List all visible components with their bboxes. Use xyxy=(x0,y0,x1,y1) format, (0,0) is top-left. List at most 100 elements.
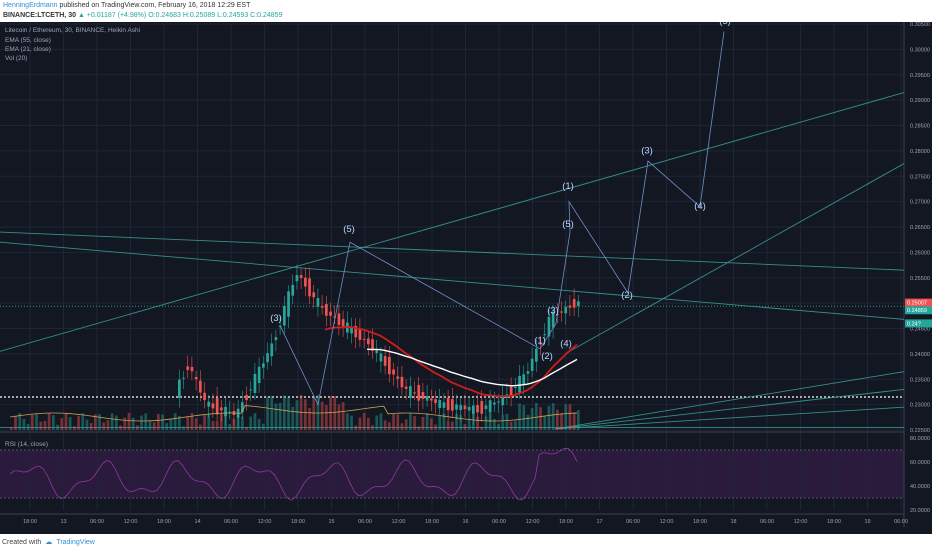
candle-body xyxy=(299,275,303,278)
time-tick-label: 06:00 xyxy=(894,519,908,525)
volume-bar xyxy=(413,416,416,430)
time-tick-label: 13 xyxy=(60,519,66,525)
volume-bar xyxy=(522,405,526,430)
wave-label: (4) xyxy=(694,201,706,212)
candle-body xyxy=(253,373,257,393)
volume-bar xyxy=(526,414,530,430)
volume-bar xyxy=(404,419,408,430)
volume-bar xyxy=(472,413,475,430)
volume-bar xyxy=(463,424,467,430)
price-tick-label: 0.28500 xyxy=(910,124,930,130)
legend-entry: EMA (55, close) xyxy=(5,37,51,44)
publisher-link[interactable]: HenningErdmann xyxy=(3,2,58,9)
volume-bar xyxy=(501,414,505,430)
volume-bar xyxy=(186,417,190,430)
candle-body xyxy=(467,406,471,411)
volume-bar xyxy=(530,408,534,430)
wave-projection-line xyxy=(279,31,725,406)
candle-body xyxy=(396,376,400,379)
volume-bar xyxy=(379,413,383,430)
price-tag-text: 0.24859 xyxy=(907,308,927,314)
volume-bar xyxy=(106,420,110,430)
time-tick-label: 18:00 xyxy=(157,519,171,525)
candle-body xyxy=(421,392,425,399)
volume-bar xyxy=(144,413,148,430)
time-tick-label: 06:00 xyxy=(626,519,640,525)
candle-body xyxy=(446,397,450,411)
volume-bar xyxy=(10,427,13,430)
candle-body xyxy=(522,374,526,385)
price-tick-label: 0.24000 xyxy=(910,352,930,358)
time-tick-label: 15 xyxy=(328,519,334,525)
volume-bar xyxy=(140,415,143,430)
volume-bar xyxy=(102,422,106,430)
candle-body xyxy=(354,325,358,338)
rsi-tick-label: 80.0000 xyxy=(910,436,930,442)
volume-bar xyxy=(539,407,542,430)
candle-body xyxy=(182,377,185,379)
volume-bar xyxy=(568,404,572,430)
price-tick-label: 0.26500 xyxy=(910,225,930,231)
candle-body xyxy=(291,284,295,296)
time-tick-label: 12:00 xyxy=(392,519,406,525)
volume-bar xyxy=(556,409,559,430)
candles xyxy=(178,264,580,429)
volume-bar xyxy=(26,423,30,430)
price-tick-label: 0.27000 xyxy=(910,200,930,206)
volume-bar xyxy=(497,423,500,430)
tradingview-logo[interactable]: ☁ xyxy=(45,539,53,546)
price-tick-label: 0.22500 xyxy=(910,428,930,434)
price-tick-label: 0.24500 xyxy=(910,327,930,333)
candle-body xyxy=(186,366,190,370)
candle-body xyxy=(358,329,362,340)
trendline xyxy=(0,231,905,271)
volume-bar xyxy=(165,423,169,430)
volume-bar xyxy=(329,396,332,430)
candle-body xyxy=(375,350,379,354)
time-tick-label: 12:00 xyxy=(660,519,674,525)
volume-bar xyxy=(68,417,72,430)
volume-bar xyxy=(81,413,85,430)
tradingview-brand[interactable]: TradingView xyxy=(56,538,95,546)
symbol: BINANCE:LTCETH, 30 xyxy=(3,12,76,19)
volume-bar xyxy=(337,404,341,430)
candle-body xyxy=(329,311,332,316)
volume-bar xyxy=(320,401,324,430)
candle-body xyxy=(455,404,458,410)
volume-bar xyxy=(577,410,580,430)
price-tag-text: 0.25007 xyxy=(907,301,927,307)
candle-body xyxy=(514,386,517,388)
volume-bar xyxy=(262,423,265,430)
volume-bar xyxy=(266,396,269,430)
volume-bar xyxy=(551,403,555,430)
candle-body xyxy=(362,338,366,340)
wave-label: (2) xyxy=(541,351,553,362)
publish-line: HenningErdmann published on TradingView.… xyxy=(3,2,250,12)
volume-bar xyxy=(194,418,198,430)
candle-body xyxy=(308,278,311,297)
candle-body xyxy=(442,402,446,408)
volume-bar xyxy=(392,414,395,430)
candle-body xyxy=(430,398,433,401)
volume-bar xyxy=(350,415,353,430)
volume-bar xyxy=(312,397,316,430)
candle-body xyxy=(451,399,454,411)
time-tick-label: 18:00 xyxy=(425,519,439,525)
candle-body xyxy=(568,305,572,308)
volume-bar xyxy=(451,421,454,430)
volume-bar xyxy=(446,421,450,430)
candle-body xyxy=(539,343,542,345)
candle-body xyxy=(404,386,408,389)
price-chart[interactable]: (3) (5) (1) (3) (2) (4) (5) (1) (2) (3) (4) (5) 0.30… xyxy=(0,22,932,534)
candle-body xyxy=(379,353,383,362)
footer: Created with ☁ TradingView xyxy=(2,536,95,548)
candle-body xyxy=(203,392,206,401)
ema55-line xyxy=(366,348,578,387)
volume-bar xyxy=(257,418,261,430)
candle-body xyxy=(413,392,416,394)
volume-bar xyxy=(131,417,135,430)
volume-bar xyxy=(396,414,400,430)
time-tick-label: 18 xyxy=(730,519,736,525)
price-tick-label: 0.23000 xyxy=(910,403,930,409)
candle-body xyxy=(367,338,370,345)
